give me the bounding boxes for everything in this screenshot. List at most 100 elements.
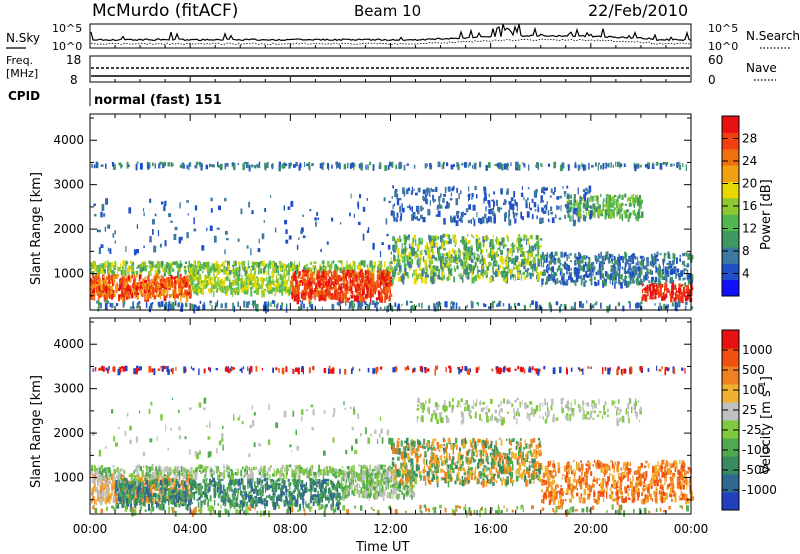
power-cell [248,201,251,208]
power-cell [576,267,579,273]
power-cell [659,284,663,289]
power-cell [673,297,677,302]
power-cell [574,194,576,199]
power-cell [613,207,616,210]
power-cell [502,202,505,206]
power-cell [654,276,658,283]
power-cell [543,205,546,209]
power-cell [636,194,638,199]
power-cell [641,283,644,286]
power-cell [339,291,343,294]
power-cell [489,208,493,215]
power-cell [527,197,529,201]
power-cell [582,202,586,208]
power-cell [123,280,126,284]
power-cell [324,289,327,292]
power-cell [396,212,399,218]
power-cell [346,286,350,292]
power-cell [558,280,562,283]
power-cell [226,287,229,294]
power-cell [403,263,407,268]
power-cell [514,255,518,263]
power-cell [546,276,549,282]
power-cell [313,261,317,264]
power-cell [133,270,136,277]
velocity-cell [103,475,107,482]
power-cell [614,273,617,278]
power-cell [133,249,137,256]
power-cell [389,261,391,266]
power-cell [166,270,169,274]
power-cell [478,217,480,223]
power-cell [679,254,681,258]
power-cell [473,164,477,170]
velocity-cell [661,366,663,369]
power-cell [387,244,391,250]
power-cell [673,266,676,270]
power-cell [506,248,509,252]
power-cell [394,269,397,274]
power-cell [646,284,649,291]
y-tick-label: 2000 [53,222,84,236]
power-cell [525,199,528,204]
power-cell [438,195,441,202]
power-cell [152,265,155,268]
power-cell [486,266,490,271]
power-cell [343,266,346,272]
power-cell [331,295,333,300]
power-cell [611,279,614,286]
power-cell [218,287,220,291]
power-cell [650,280,653,286]
velocity-cell [99,367,102,370]
power-cell [594,209,598,212]
power-cell [250,273,254,281]
power-cell [210,281,213,286]
power-cell [377,302,379,305]
power-cell [582,164,585,170]
power-cell [531,214,534,220]
power-cell [482,257,486,260]
power-cell [642,294,645,298]
power-cell [202,282,205,286]
power-cell [542,255,546,261]
power-cell [326,291,330,297]
power-cell [567,204,570,210]
power-cell [377,272,381,278]
velocity-cell [255,365,258,372]
velocity-cell [445,367,447,373]
velocity-cell [166,492,169,496]
power-cell [272,300,275,304]
power-cell [655,267,658,273]
power-cell [507,164,509,171]
power-cell [334,296,337,299]
power-cell [238,289,241,292]
power-cell [455,302,458,309]
power-cell [627,215,630,222]
power-cell [165,287,168,290]
power-cell [516,204,518,211]
power-cell [375,297,379,301]
power-cell [262,281,264,287]
power-cell [254,271,256,275]
power-cell [385,275,388,280]
power-cell [365,284,368,290]
power-cell [574,279,577,286]
power-cell [182,292,186,298]
power-cell [528,244,531,251]
power-cell [629,278,632,285]
power-cell [485,165,488,171]
power-cell [614,194,617,198]
power-cell [596,198,599,205]
velocity-cell [92,368,94,372]
power-cell [237,262,241,265]
power-cell [268,290,271,295]
power-cell [202,288,204,295]
power-cell [647,162,650,170]
power-cell [508,209,511,217]
power-cell [314,288,317,292]
power-cell [601,273,604,278]
power-cell [246,245,249,249]
power-cell [597,279,600,286]
freq-right-tick-top: 60 [708,53,723,67]
